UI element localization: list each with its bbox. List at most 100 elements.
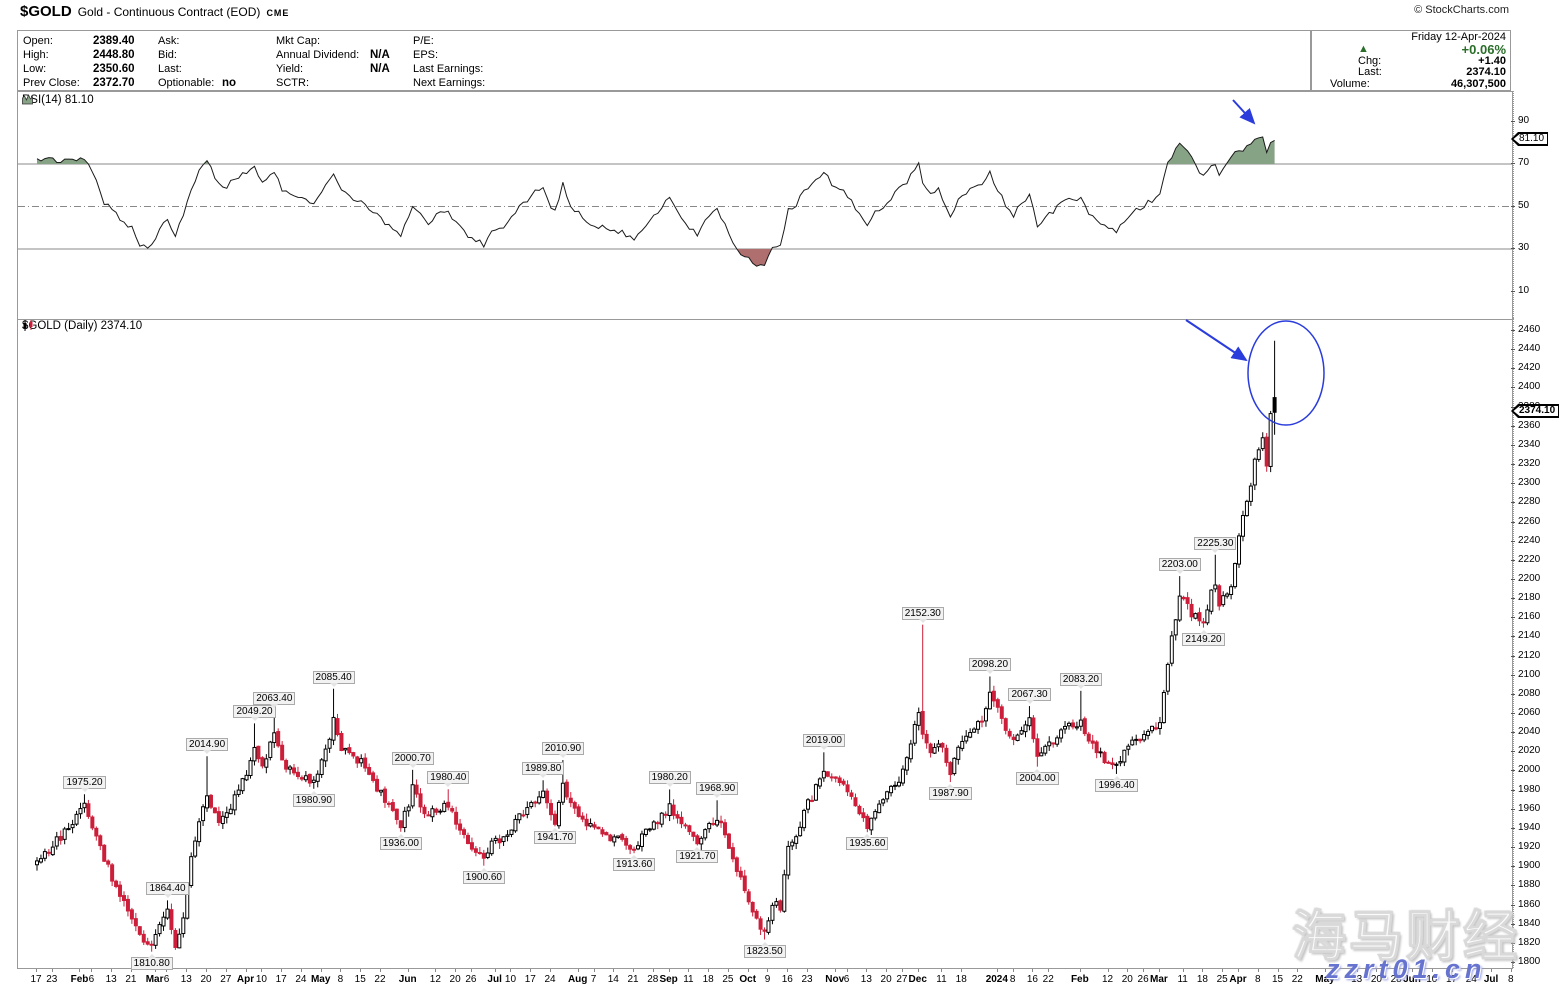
quote-row: Last: (158, 62, 236, 76)
candle-body (1252, 458, 1257, 486)
date-axis-tick (51, 969, 53, 972)
candle-body (98, 835, 103, 847)
date-axis-tick (186, 969, 188, 972)
candle-body (794, 836, 799, 844)
candle-body (169, 909, 174, 930)
quote-label: Annual Dividend: (276, 49, 360, 61)
candle-body (1233, 563, 1238, 588)
rsi-panel-label: RSI(14) 81.10 (22, 94, 94, 106)
quote-value: 2372.70 (93, 77, 135, 89)
price-axis-tick (1511, 962, 1515, 964)
candle-body (1161, 691, 1166, 724)
date-axis-label: 26 (465, 974, 477, 985)
candle-body (972, 728, 977, 733)
date-axis-label: 17 (524, 974, 536, 985)
candle-body (1122, 749, 1127, 763)
candle-body (38, 858, 43, 863)
candle-body (817, 778, 822, 787)
date-axis-label: Feb (1070, 974, 1089, 985)
price-flag-annotation: 2083.20 (1059, 672, 1102, 689)
candle-body (1237, 535, 1242, 565)
date-axis-label: 6 (843, 974, 850, 985)
candle-body (462, 829, 467, 835)
candle-body (940, 742, 945, 748)
candle-body (952, 757, 957, 775)
rsi-line (36, 136, 1275, 267)
candle-body (110, 864, 115, 882)
quote-row: High: 2448.80 (23, 48, 135, 62)
candle-body (592, 824, 597, 828)
price-axis-tick (1511, 732, 1515, 734)
candle-body (750, 901, 755, 913)
quote-group: Ask: Bid: Last: Optionable: no (158, 34, 236, 90)
quote-row: Ask: (158, 34, 236, 48)
candle-body (260, 757, 265, 767)
date-axis-label: 22 (374, 974, 386, 985)
price-axis-tick (1511, 617, 1515, 619)
date-axis-tick (1158, 969, 1160, 972)
candle-body (798, 826, 803, 837)
candle-body (382, 788, 387, 803)
candle-body (228, 808, 233, 815)
price-axis-label: 2440 (1518, 343, 1541, 355)
date-axis-tick (1376, 969, 1378, 972)
date-axis-tick (961, 969, 963, 972)
candle-body (1051, 742, 1056, 745)
quote-label: EPS: (413, 49, 439, 61)
candle-body (600, 829, 605, 835)
quote-value: no (222, 77, 237, 89)
date-axis-label: Jul (487, 974, 502, 985)
date-axis-tick (530, 969, 532, 972)
date-axis-tick (166, 969, 168, 972)
date-axis-tick (767, 969, 769, 972)
price-axis-label: 2280 (1518, 496, 1541, 508)
candle-body (545, 790, 550, 804)
chart-title-bar: $GOLD Gold - Continuous Contract (EOD) CME (20, 3, 290, 20)
ticker-exchange: CME (266, 8, 290, 18)
candle-body (900, 768, 905, 784)
date-axis-tick (1451, 969, 1453, 972)
candle-body (489, 840, 494, 855)
date-axis-label: 13 (180, 974, 192, 985)
price-flag-annotation: 1975.20 (63, 776, 106, 793)
candle-body (968, 732, 973, 738)
price-axis-tick (1511, 636, 1515, 638)
date-axis-label: 18 (702, 974, 714, 985)
blue-ellipse-annotation (1247, 320, 1325, 426)
candle-body (738, 870, 743, 878)
candle-body (1015, 734, 1020, 741)
price-axis-label: 2100 (1518, 668, 1541, 680)
candle-body (806, 799, 811, 810)
candle-body (904, 757, 909, 771)
date-axis-label: 27 (896, 974, 908, 985)
candle-body (987, 691, 992, 710)
volume-row: Volume: 46,307,500 (1316, 78, 1506, 91)
date-axis-tick (300, 969, 302, 972)
date-axis-label: 18 (955, 974, 967, 985)
quote-label: Bid: (158, 49, 177, 61)
quote-row: Annual Dividend: N/A (276, 48, 390, 62)
candle-body (774, 901, 779, 906)
date-axis-tick (886, 969, 888, 972)
date-axis-tick (1182, 969, 1184, 972)
last-value: 2374.10 (1466, 66, 1506, 79)
candle-body (497, 838, 502, 844)
candle-body (394, 808, 399, 820)
candle-body (663, 813, 668, 816)
date-axis-label: Dec (908, 974, 927, 985)
candle-body (885, 791, 890, 800)
candle-body (410, 784, 415, 807)
date-axis-tick (206, 969, 208, 972)
candle-body (240, 778, 245, 792)
candle-body (481, 852, 486, 859)
quote-label: Open: (23, 35, 53, 47)
candle-body (177, 933, 182, 949)
date-axis-tick (245, 969, 247, 972)
rsi-axis-label: 70 (1518, 157, 1530, 168)
candle-body (70, 824, 75, 829)
candle-body (596, 826, 601, 830)
candle-body (224, 812, 229, 818)
date-axis-tick (1277, 969, 1279, 972)
candle-body (1248, 485, 1253, 502)
candle-body (137, 926, 142, 935)
